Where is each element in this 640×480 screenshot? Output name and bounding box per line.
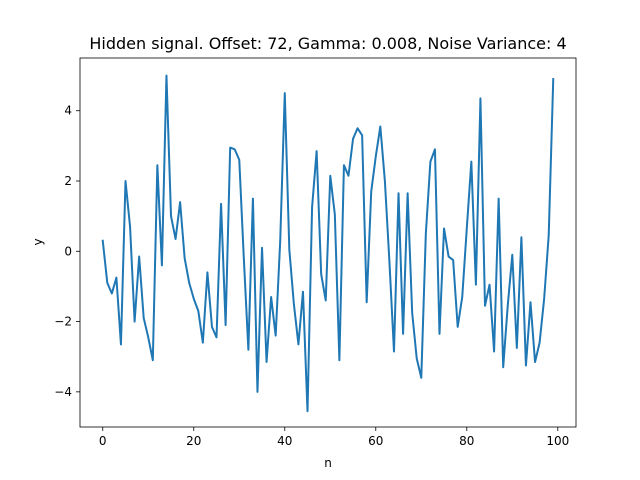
x-tick-label: 100 (546, 434, 569, 448)
x-tick-label: 20 (186, 434, 201, 448)
y-tick-label: 2 (64, 174, 72, 188)
axes-frame (79, 57, 577, 428)
y-axis-ticks: −4 −2 0 2 4 (54, 104, 80, 399)
x-axis-label: n (324, 456, 332, 470)
plot-area (101, 74, 555, 413)
y-tick-label: −2 (54, 315, 72, 329)
x-axis-ticks: 0 20 40 60 80 100 (99, 427, 569, 448)
chart-title: Hidden signal. Offset: 72, Gamma: 0.008,… (89, 34, 566, 53)
y-tick-label: 4 (64, 104, 72, 118)
x-tick-label: 60 (368, 434, 383, 448)
x-tick-label: 40 (277, 434, 292, 448)
series-line (101, 74, 555, 413)
x-tick-label: 0 (99, 434, 107, 448)
y-tick-label: 0 (64, 244, 72, 258)
y-tick-label: −4 (54, 385, 72, 399)
y-axis-label: y (31, 238, 45, 245)
x-tick-label: 80 (459, 434, 474, 448)
